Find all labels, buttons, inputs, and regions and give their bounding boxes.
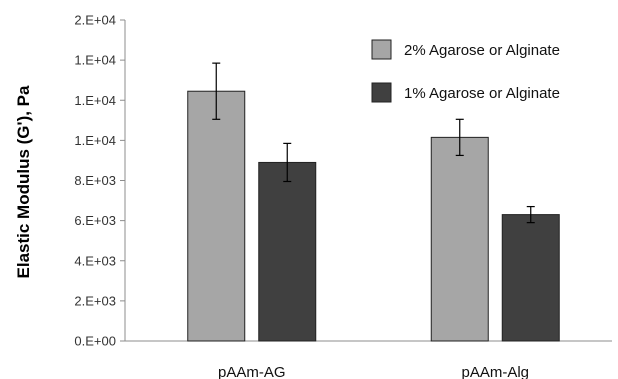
error-bar (283, 142, 292, 183)
legend: 2% Agarose or Alginate 1% Agarose or Algi… (371, 39, 560, 103)
bar-one-percent-pAAm-AG (258, 161, 317, 342)
y-tick-label: 6.E+03 (74, 213, 116, 228)
legend-swatch (371, 82, 392, 103)
y-tick-label: 1.E+04 (74, 93, 116, 108)
y-axis-label: Elastic Modulus (G'), Pa (14, 85, 33, 279)
y-tick-label: 0.E+00 (74, 334, 116, 349)
y-axis-ticks: 0.E+00 2.E+03 4.E+03 6.E+03 8.E+03 1.E+04 1.E+… (74, 13, 125, 349)
category-labels: pAAm-AG pAAm-Alg (218, 364, 529, 379)
x-category-label: pAAm-AG (218, 364, 286, 379)
y-tick-label: 1.E+04 (74, 53, 116, 68)
legend-label: 2% Agarose or Alginate (404, 42, 560, 59)
bar-one-percent-pAAm-Alg (501, 214, 560, 342)
y-tick-label: 2.E+03 (74, 293, 116, 308)
y-tick-label: 1.E+04 (74, 133, 116, 148)
y-tick-label: 4.E+03 (74, 253, 116, 268)
legend-swatch (371, 39, 392, 60)
legend-label: 1% Agarose or Alginate (404, 85, 560, 102)
error-bar (455, 118, 464, 157)
bar-two-percent-pAAm-Alg (430, 136, 489, 342)
y-tick-label: 8.E+03 (74, 173, 116, 188)
bar-two-percent-pAAm-AG (187, 90, 246, 342)
x-category-label: pAAm-Alg (461, 364, 529, 379)
error-bar (212, 62, 221, 120)
y-tick-label: 2.E+04 (74, 13, 116, 28)
bars-group (187, 62, 560, 342)
error-bar (526, 205, 535, 224)
